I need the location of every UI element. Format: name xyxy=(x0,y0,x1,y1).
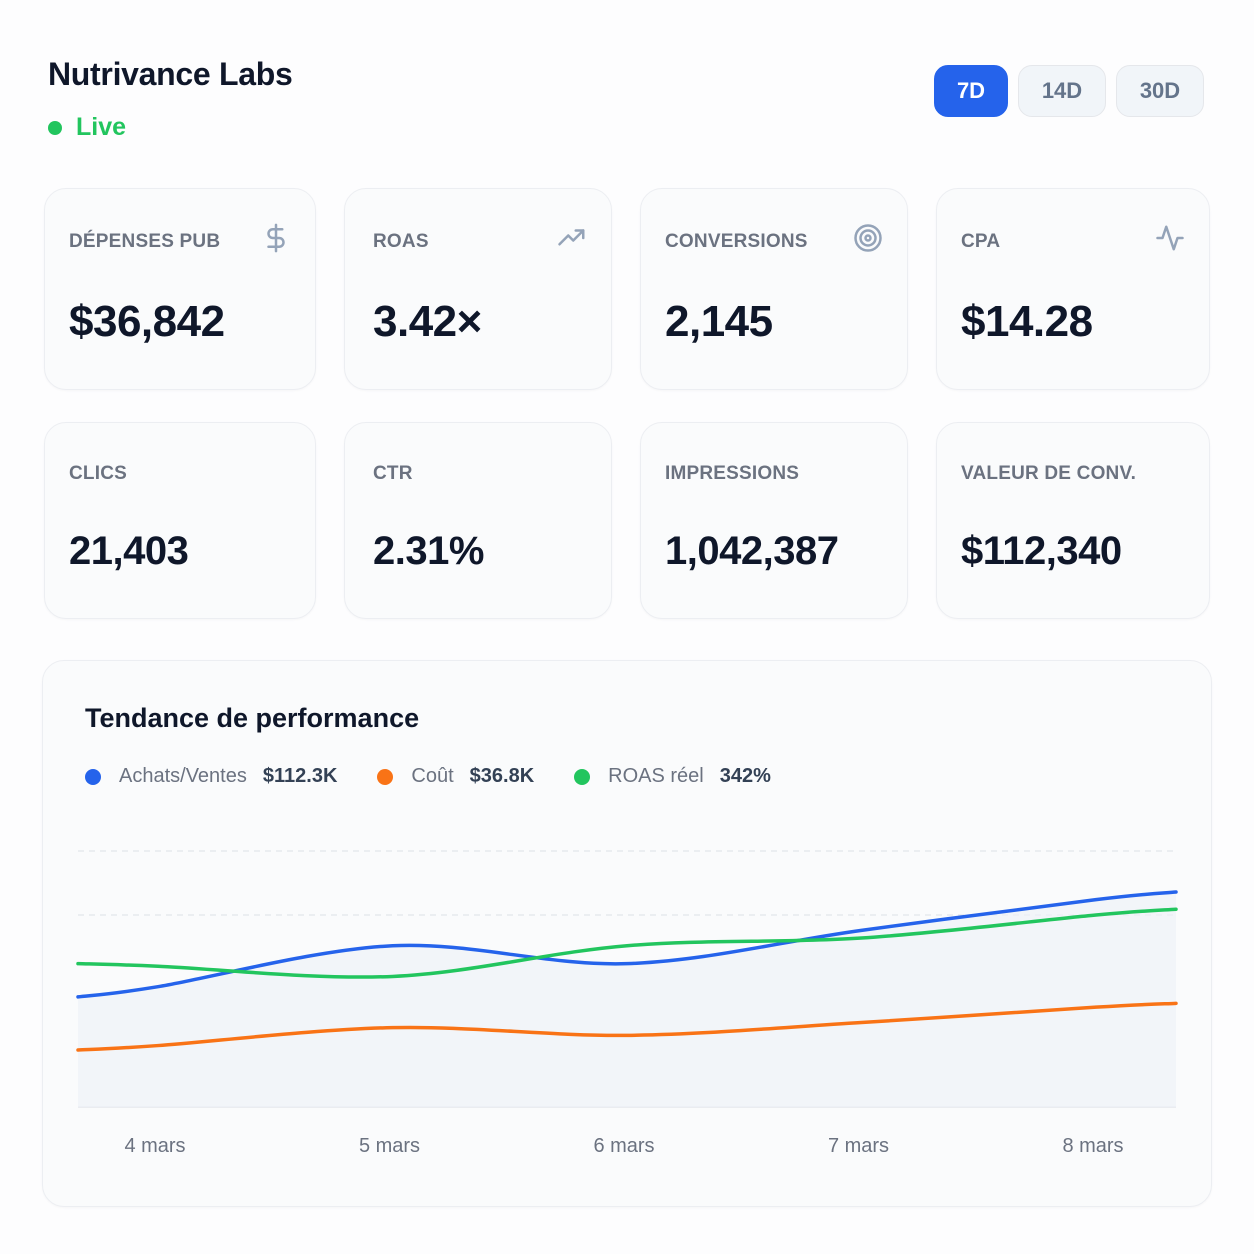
activity-icon xyxy=(1155,223,1185,253)
legend-value: 342% xyxy=(719,765,771,787)
kpi-label: IMPRESSIONS xyxy=(665,463,800,484)
x-tick-label: 5 mars xyxy=(359,1135,420,1157)
legend-dot-icon xyxy=(85,768,101,785)
legend-dot-icon xyxy=(377,768,394,785)
performance-chart-card: 4 mars 5 mars 6 mars 7 mars 8 mars Tendance … xyxy=(42,660,1212,1207)
page-title: Nutrivance Labs xyxy=(48,56,293,92)
kpi-label: DÉPENSES PUB xyxy=(69,231,221,252)
legend-name: Coût xyxy=(411,765,454,787)
kpi-card-conversion-value: VALEUR DE CONV. $112,340 xyxy=(936,422,1210,619)
kpi-value: $36,842 xyxy=(69,297,225,346)
status-indicator: Live xyxy=(48,113,292,142)
kpi-value: 21,403 xyxy=(69,529,189,573)
kpi-label: ROAS xyxy=(373,231,429,252)
chart-legend: Achats/Ventes $112.3K Coût $36.8K ROAS r… xyxy=(85,765,811,788)
kpi-label: VALEUR DE CONV. xyxy=(961,463,1137,484)
legend-item-sales[interactable]: Achats/Ventes $112.3K xyxy=(85,765,337,788)
legend-item-cost[interactable]: Coût $36.8K xyxy=(377,765,534,788)
x-tick-label: 8 mars xyxy=(1062,1135,1123,1157)
kpi-card-conversions: CONVERSIONS 2,145 xyxy=(640,188,908,390)
legend-name: ROAS réel xyxy=(608,765,704,787)
trending-up-icon xyxy=(557,223,587,253)
header: Nutrivance Labs Live xyxy=(48,56,293,142)
kpi-card-cpa: CPA $14.28 xyxy=(936,188,1210,390)
chart-title: Tendance de performance xyxy=(85,703,420,733)
range-30d-button[interactable]: 30D xyxy=(1116,65,1204,117)
series-line-2 xyxy=(76,907,1178,979)
kpi-value: $112,340 xyxy=(961,529,1122,573)
kpi-card-impressions: IMPRESSIONS 1,042,387 xyxy=(640,422,908,619)
legend-value: $112.3K xyxy=(262,765,338,787)
kpi-value: 2,145 xyxy=(665,297,773,346)
kpi-card-ad-spend: DÉPENSES PUB $36,842 xyxy=(44,188,316,390)
range-14d-button[interactable]: 14D xyxy=(1018,65,1106,117)
live-dot-icon xyxy=(48,120,62,135)
kpi-value: 1,042,387 xyxy=(665,529,839,573)
kpi-card-clicks: CLICS 21,403 xyxy=(44,422,316,619)
kpi-label: CONVERSIONS xyxy=(665,231,808,252)
series-line-0 xyxy=(76,890,1178,999)
status-label: Live xyxy=(76,113,127,141)
line-chart: 4 mars 5 mars 6 mars 7 mars 8 mars xyxy=(76,850,1178,1157)
kpi-label: CLICS xyxy=(69,463,127,484)
dollar-icon xyxy=(261,223,291,253)
legend-item-roas[interactable]: ROAS réel 342% xyxy=(574,765,771,788)
kpi-label: CPA xyxy=(961,231,1001,252)
x-tick-label: 4 mars xyxy=(124,1135,185,1157)
date-range-selector: 7D 14D 30D xyxy=(934,65,1204,117)
kpi-label: CTR xyxy=(373,463,413,484)
x-tick-label: 6 mars xyxy=(593,1135,654,1157)
x-tick-label: 7 mars xyxy=(828,1135,889,1157)
kpi-value: 3.42× xyxy=(373,297,482,346)
kpi-card-roas: ROAS 3.42× xyxy=(344,188,612,390)
kpi-value: $14.28 xyxy=(961,297,1093,346)
range-7d-button[interactable]: 7D xyxy=(934,65,1008,117)
kpi-value: 2.31% xyxy=(373,529,484,573)
target-icon xyxy=(853,223,883,253)
sales-area-fill xyxy=(78,891,1176,1107)
legend-dot-icon xyxy=(574,768,591,785)
series-line-1 xyxy=(76,1001,1178,1052)
legend-name: Achats/Ventes xyxy=(119,765,247,787)
kpi-card-ctr: CTR 2.31% xyxy=(344,422,612,619)
legend-value: $36.8K xyxy=(469,765,535,787)
